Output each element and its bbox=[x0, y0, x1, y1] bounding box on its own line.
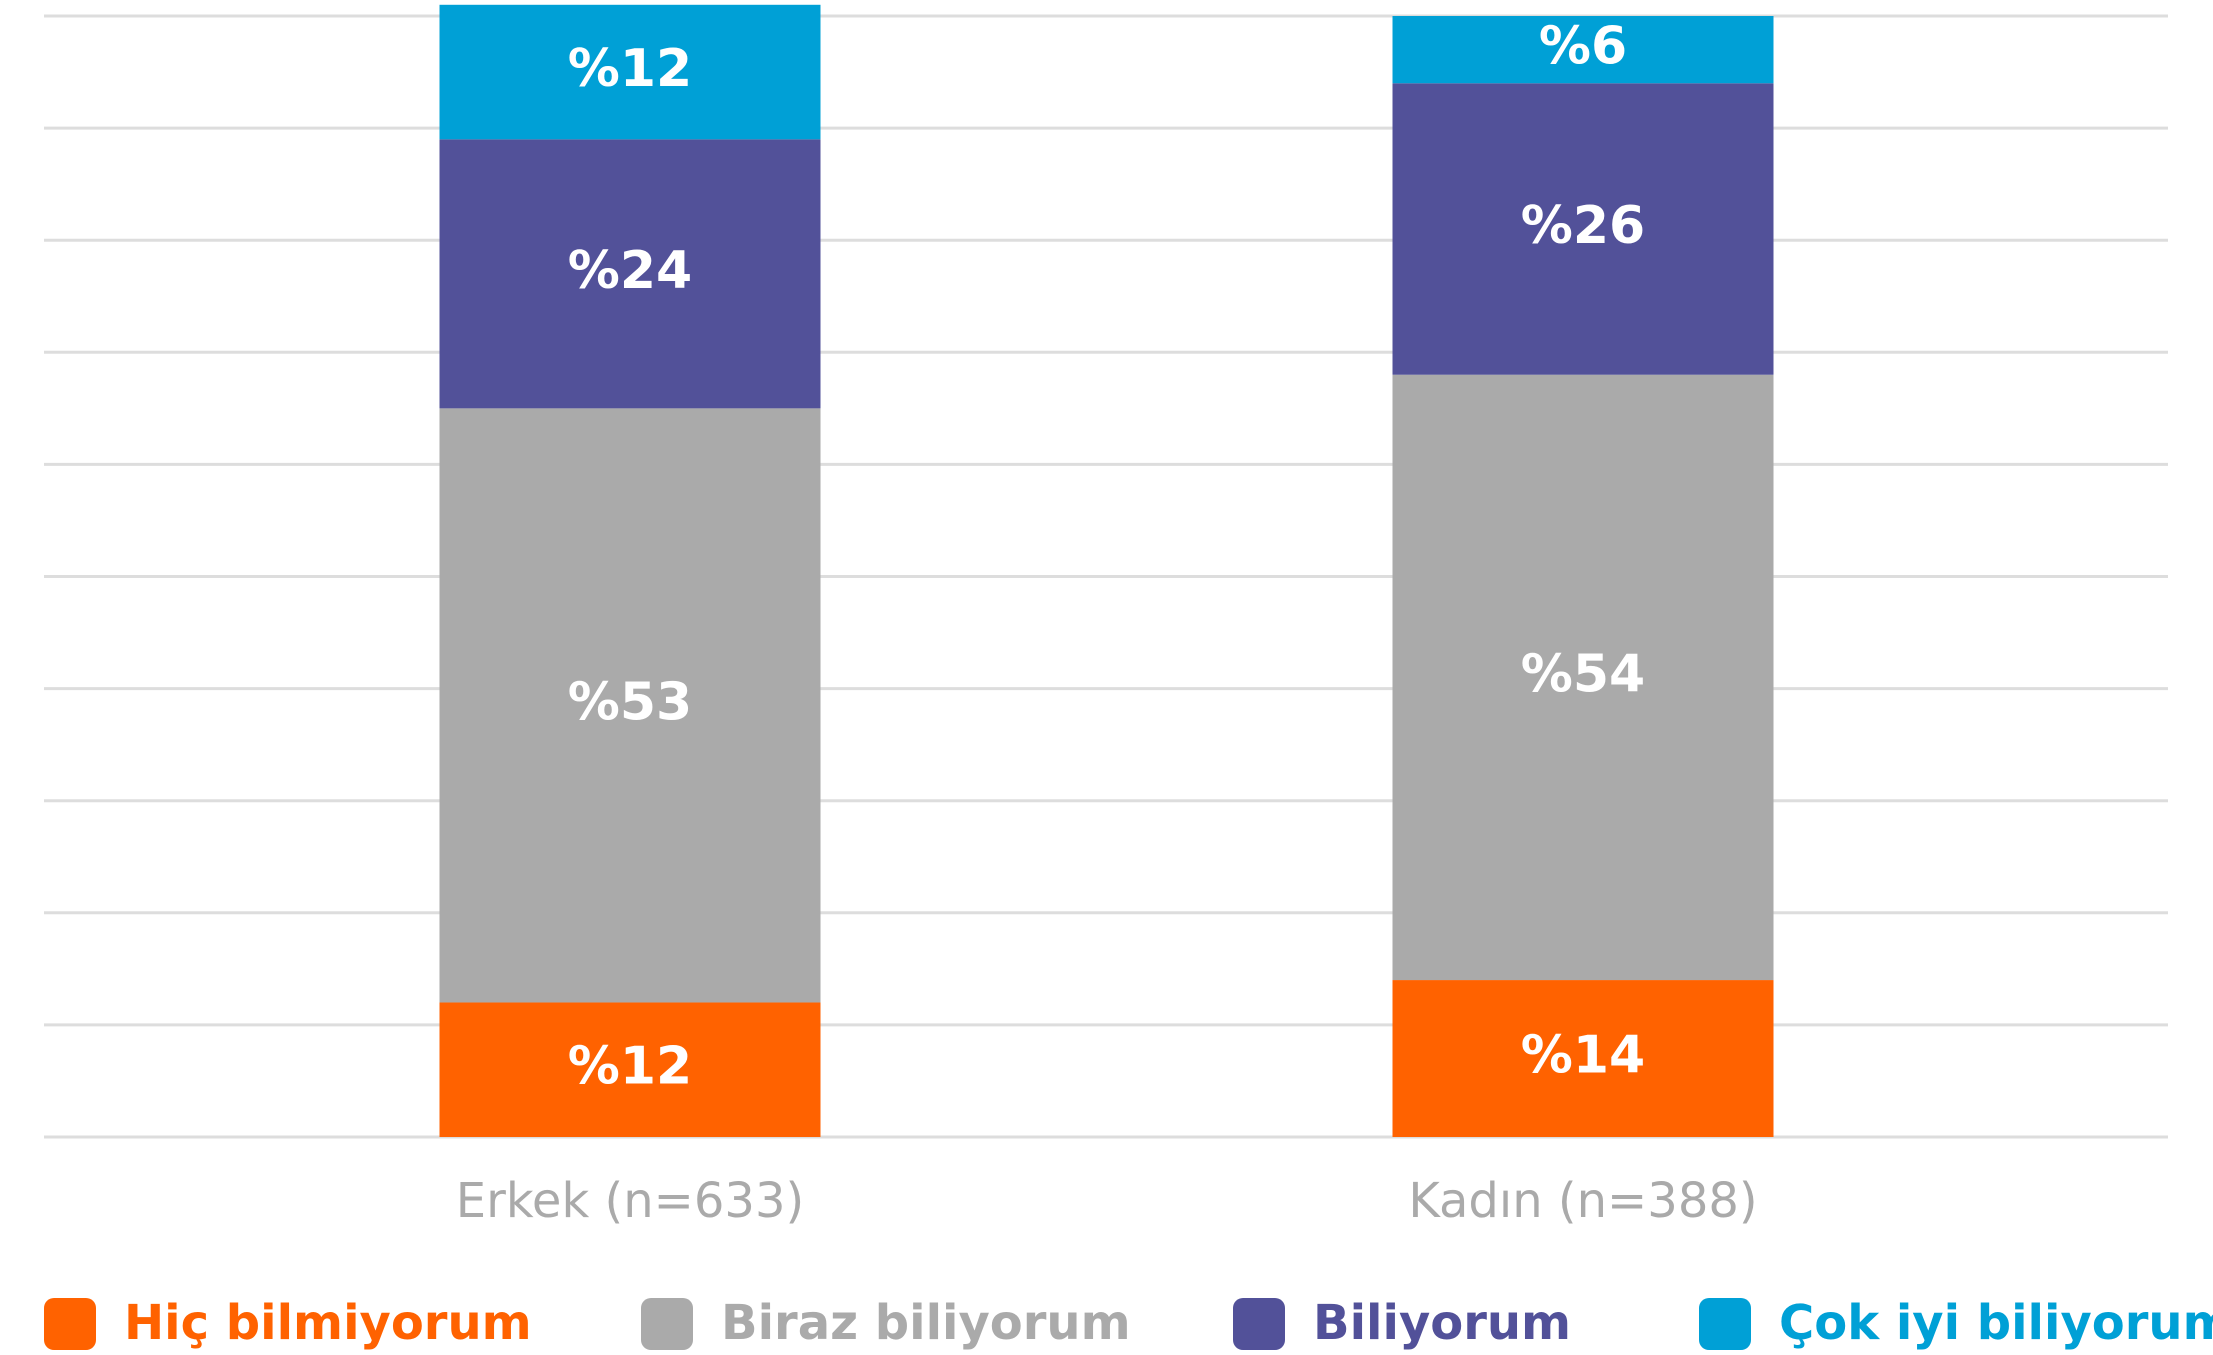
bar-segment bbox=[1392, 374, 1774, 981]
legend-label: Biraz biliyorum bbox=[721, 1295, 1131, 1351]
legend-swatch bbox=[641, 1298, 693, 1350]
value-label: %24 bbox=[568, 241, 692, 301]
bar-segment bbox=[439, 408, 821, 1003]
legend-label: Hiç bilmiyorum bbox=[124, 1295, 532, 1351]
legend-swatch bbox=[1699, 1298, 1751, 1350]
bar-segment bbox=[1392, 83, 1774, 375]
x-tick-label: Kadın (n=388) bbox=[1408, 1173, 1757, 1229]
bar-segment bbox=[439, 4, 821, 140]
legend-label: Çok iyi biliyorum bbox=[1779, 1295, 2213, 1351]
bar-segment bbox=[439, 1002, 821, 1137]
legend-swatch bbox=[44, 1298, 96, 1350]
value-label: %26 bbox=[1521, 196, 1645, 256]
value-label: %12 bbox=[568, 39, 692, 99]
bar-segment bbox=[1392, 16, 1774, 84]
legend-label: Biliyorum bbox=[1313, 1295, 1571, 1351]
bar-segment bbox=[1392, 980, 1774, 1137]
bar-segment bbox=[439, 139, 821, 409]
value-label: %12 bbox=[568, 1037, 692, 1097]
value-label: %54 bbox=[1521, 644, 1645, 704]
value-label: %14 bbox=[1521, 1026, 1645, 1086]
value-label: %53 bbox=[568, 672, 692, 732]
value-label: %6 bbox=[1539, 17, 1627, 77]
legend-swatch bbox=[1233, 1298, 1285, 1350]
x-tick-label: Erkek (n=633) bbox=[456, 1173, 804, 1229]
